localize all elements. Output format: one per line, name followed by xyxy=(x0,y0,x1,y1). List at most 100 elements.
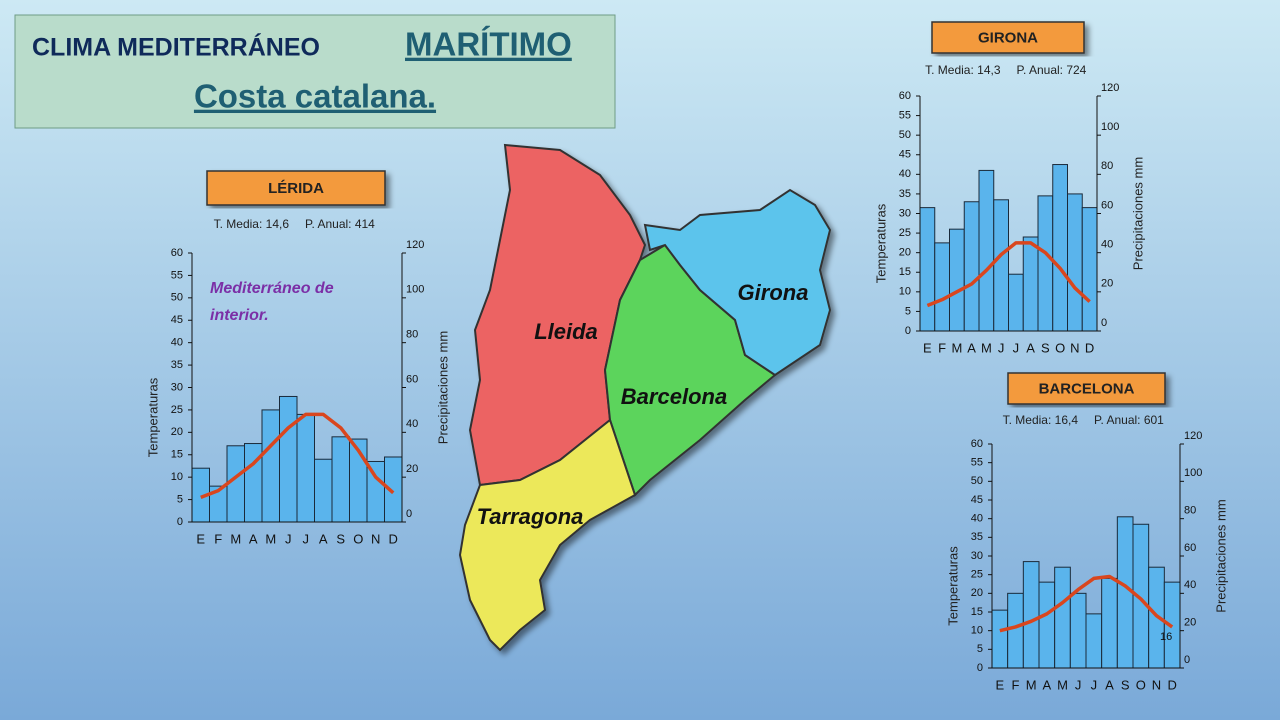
temperature-line xyxy=(999,574,1174,633)
bar xyxy=(1007,592,1024,669)
y-tick-label: 15 xyxy=(899,266,911,278)
y-tick-label: 60 xyxy=(899,90,911,102)
y-tick-label: 40 xyxy=(971,513,983,525)
title-box xyxy=(14,14,616,129)
chart-title-box xyxy=(1007,372,1166,405)
y-tick-label: 45 xyxy=(899,149,911,161)
x-tick-label: M xyxy=(230,531,241,546)
x-tick-label: F xyxy=(1012,677,1020,692)
y-tick-label: 25 xyxy=(171,404,183,416)
y-tick-label: 40 xyxy=(899,168,911,180)
y-tick-label: 30 xyxy=(171,381,183,393)
x-tick-label: O xyxy=(353,531,363,546)
annotation: 16 xyxy=(1160,631,1172,643)
x-tick-label: D xyxy=(389,531,398,546)
x-tick-label: A xyxy=(249,531,258,546)
y2-tick-label: 0 xyxy=(1184,654,1190,666)
y-tick-label: 55 xyxy=(171,269,183,281)
map-label: Barcelona xyxy=(621,384,727,409)
map-label: Lleida xyxy=(534,319,598,344)
x-tick-label: S xyxy=(1121,677,1130,692)
y-tick-label: 60 xyxy=(971,438,983,450)
bar xyxy=(1081,207,1098,332)
y-tick-label: 15 xyxy=(971,606,983,618)
y-tick-label: 50 xyxy=(171,292,183,304)
map xyxy=(458,143,832,652)
bar xyxy=(1067,193,1083,332)
y2-tick-label: 100 xyxy=(1101,121,1119,133)
stat: T. Media: 14,6 xyxy=(214,217,290,231)
y2-tick-label: 120 xyxy=(406,239,424,251)
stat: P. Anual: 724 xyxy=(1017,63,1087,77)
x-tick-label: J xyxy=(998,340,1005,355)
bar xyxy=(1022,561,1040,669)
x-tick-label: F xyxy=(938,340,946,355)
chart-title-box xyxy=(931,21,1085,54)
bar xyxy=(1052,164,1068,332)
temperature-line xyxy=(926,241,1091,308)
x-tick-label: O xyxy=(1055,340,1065,355)
y-tick-label: 60 xyxy=(171,247,183,259)
y-tick-label: 5 xyxy=(977,643,983,655)
x-tick-label: D xyxy=(1085,340,1094,355)
x-tick-label: J xyxy=(1013,340,1020,355)
x-tick-label: J xyxy=(303,531,310,546)
y-tick-label: 55 xyxy=(899,109,911,121)
region-girona xyxy=(643,188,832,377)
y-tick-label: 40 xyxy=(171,337,183,349)
x-tick-label: N xyxy=(1070,340,1079,355)
stat: P. Anual: 601 xyxy=(1094,413,1164,427)
x-tick-label: M xyxy=(265,531,276,546)
x-tick-label: F xyxy=(214,531,222,546)
chart-title: LÉRIDA xyxy=(268,180,324,197)
y-tick-label: 0 xyxy=(905,325,911,337)
y-tick-label: 45 xyxy=(171,314,183,326)
bar xyxy=(919,207,936,332)
y2-tick-label: 100 xyxy=(406,284,424,296)
bar xyxy=(1037,195,1054,332)
bar xyxy=(279,395,298,523)
bar xyxy=(978,169,995,332)
stat: P. Anual: 414 xyxy=(305,217,375,231)
y-tick-label: 55 xyxy=(971,457,983,469)
y2-tick-label: 80 xyxy=(1184,505,1196,517)
y2-tick-label: 40 xyxy=(1184,579,1196,591)
x-tick-label: M xyxy=(981,340,992,355)
x-tick-label: J xyxy=(285,531,292,546)
x-tick-label: A xyxy=(967,340,976,355)
y-axis-label: Temperaturas xyxy=(945,546,960,626)
bar xyxy=(1038,581,1056,669)
y-tick-label: 30 xyxy=(971,550,983,562)
chart-title: GIRONA xyxy=(978,29,1038,46)
chart-title: BARCELONA xyxy=(1039,380,1135,397)
bar xyxy=(963,201,980,332)
y-tick-label: 25 xyxy=(971,569,983,581)
y-tick-label: 5 xyxy=(905,305,911,317)
y-tick-label: 15 xyxy=(171,449,183,461)
y2-tick-label: 20 xyxy=(1101,278,1113,290)
bar xyxy=(1069,592,1087,669)
x-tick-label: M xyxy=(1026,677,1037,692)
x-tick-label: D xyxy=(1167,677,1176,692)
x-tick-label: E xyxy=(196,531,205,546)
region-tarragona xyxy=(458,418,637,652)
x-tick-label: N xyxy=(1152,677,1161,692)
x-tick-label: A xyxy=(1042,677,1051,692)
y2-axis-label: Precipitaciones mm xyxy=(1130,157,1145,270)
y-tick-label: 20 xyxy=(899,247,911,259)
y-tick-label: 35 xyxy=(971,531,983,543)
y2-tick-label: 80 xyxy=(406,329,418,341)
bar xyxy=(991,609,1009,669)
y-tick-label: 20 xyxy=(171,426,183,438)
y2-tick-label: 0 xyxy=(1101,317,1107,329)
chart-title-box xyxy=(206,170,386,206)
y2-tick-label: 120 xyxy=(1101,82,1119,94)
bar xyxy=(261,409,280,523)
y-tick-label: 10 xyxy=(971,625,983,637)
x-tick-label: S xyxy=(336,531,345,546)
x-tick-label: N xyxy=(371,531,380,546)
x-tick-label: E xyxy=(995,677,1004,692)
bar xyxy=(1022,236,1039,332)
bar xyxy=(1085,613,1103,669)
